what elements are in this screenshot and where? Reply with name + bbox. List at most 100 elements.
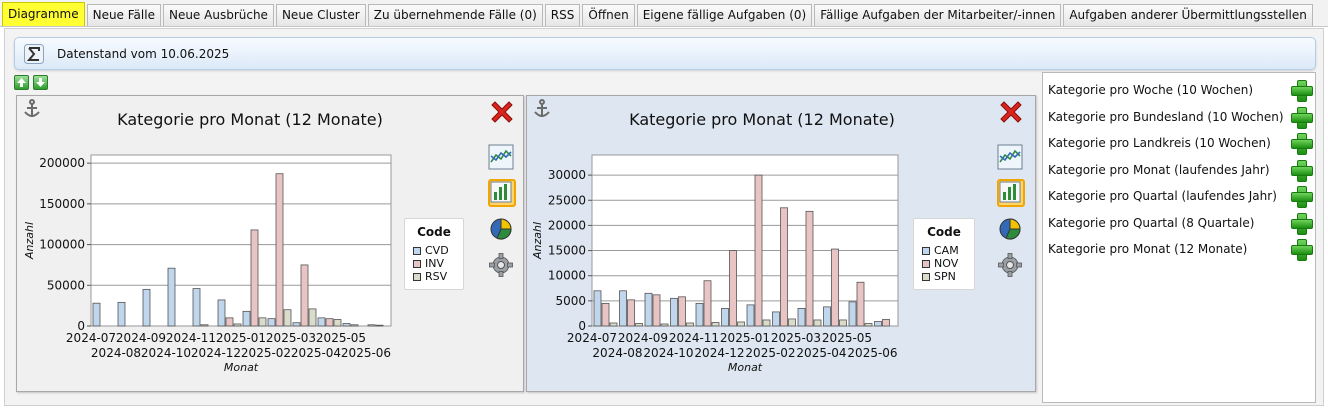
legend-swatch (922, 259, 930, 268)
status-bar: Datenstand vom 10.06.2025 (14, 37, 1316, 70)
x-tick-label: 2025-06 (847, 346, 897, 360)
bar-spn (864, 323, 873, 327)
add-icon[interactable] (1290, 185, 1313, 208)
category-label: Kategorie pro Woche (10 Wochen) (1048, 83, 1254, 97)
list-item[interactable]: Kategorie pro Monat (laufendes Jahr) (1043, 157, 1315, 183)
tab-zu-uebernehmende-faelle[interactable]: Zu übernehmende Fälle (0) (367, 4, 543, 26)
line-chart-icon[interactable] (488, 144, 516, 172)
category-label: Kategorie pro Quartal (8 Quartale) (1048, 216, 1255, 230)
legend-label: CVD (425, 244, 449, 257)
bar-cam (721, 307, 729, 327)
x-tick-label: 2024-09 (116, 331, 166, 345)
y-tick-label: 150000 (39, 197, 85, 211)
anchor-icon[interactable] (531, 98, 559, 126)
x-tick-label: 2025-03 (266, 331, 316, 345)
list-item[interactable]: Kategorie pro Quartal (8 Quartale) (1043, 210, 1315, 236)
tab-oeffnen[interactable]: Öffnen (582, 4, 635, 26)
x-tick-label: 2025-06 (341, 346, 391, 360)
tab-neue-faelle[interactable]: Neue Fälle (86, 4, 161, 26)
x-tick-label: 2025-04 (796, 346, 846, 360)
gear-icon[interactable] (997, 252, 1025, 280)
bar-inv (200, 324, 209, 327)
x-tick-label: 2024-12 (191, 346, 241, 360)
bar-nov (882, 319, 890, 327)
chart-1: Kategorie pro Monat (12 Monate) 0 50000 100… (23, 110, 392, 374)
x-tick-label: 2025-01 (720, 331, 770, 345)
close-icon[interactable] (997, 98, 1025, 126)
y-tick-label: 0 (77, 319, 85, 333)
legend-label: NOV (934, 257, 959, 270)
tab-bar: Diagramme Neue Fälle Neue Ausbrüche Neue… (0, 0, 1328, 27)
category-label: Kategorie pro Monat (laufendes Jahr) (1048, 163, 1270, 177)
x-tick-label: 2025-03 (771, 331, 821, 345)
add-icon[interactable] (1290, 106, 1313, 129)
tab-neue-ausbrueche[interactable]: Neue Ausbrüche (162, 4, 274, 26)
y-tick-label: 10000 (548, 269, 586, 283)
pie-chart-icon[interactable] (488, 216, 516, 244)
data-date-text: Datenstand vom 10.06.2025 (57, 46, 230, 61)
category-label: Kategorie pro Monat (12 Monate) (1048, 242, 1248, 256)
close-icon[interactable] (488, 98, 516, 126)
gear-icon[interactable] (488, 252, 516, 280)
legend-item-rsv: RSV (413, 270, 455, 283)
add-icon[interactable] (1290, 132, 1313, 155)
add-icon[interactable] (1290, 212, 1313, 235)
bar-spn (609, 322, 618, 327)
category-list: Kategorie pro Woche (10 Wochen) Kategori… (1042, 72, 1316, 403)
chart-legend-1: Code CVD INV RSV (404, 218, 464, 290)
legend-label: INV (425, 257, 444, 270)
bar-spn (711, 322, 720, 327)
y-tick-label: 100000 (39, 238, 85, 252)
list-item[interactable]: Kategorie pro Quartal (laufendes Jahr) (1043, 183, 1315, 209)
list-item[interactable]: Kategorie pro Bundesland (10 Wochen) (1043, 104, 1315, 130)
bar-rsv (233, 323, 242, 327)
chart-title: Kategorie pro Monat (12 Monate) (117, 110, 383, 129)
add-icon[interactable] (1290, 238, 1313, 261)
x-tick-label: 2024-08 (91, 346, 141, 360)
list-item[interactable]: Kategorie pro Woche (10 Wochen) (1043, 77, 1315, 103)
bar-chart-icon[interactable] (488, 179, 516, 207)
tab-rss[interactable]: RSS (544, 4, 581, 26)
bar-cam (619, 290, 627, 327)
tab-diagramme[interactable]: Diagramme (2, 2, 85, 26)
bar-nov (754, 174, 763, 327)
x-tick-label: 2025-04 (291, 346, 341, 360)
bar-cvd (117, 301, 126, 327)
list-item[interactable]: Kategorie pro Landkreis (10 Wochen) (1043, 130, 1315, 156)
diagram-frame: Datenstand vom 10.06.2025 Kategorie pro … (4, 28, 1324, 406)
add-icon[interactable] (1290, 159, 1313, 182)
chart-legend-2: Code CAM NOV SPN (913, 218, 975, 290)
legend-swatch (413, 259, 421, 268)
arrow-up-icon[interactable] (14, 75, 29, 90)
line-chart-icon[interactable] (997, 144, 1025, 172)
bar-nov (805, 210, 814, 327)
tab-aufgaben-anderer-stellen[interactable]: Aufgaben anderer Übermittlungsstellen (1063, 4, 1313, 26)
pie-chart-icon[interactable] (997, 216, 1025, 244)
bar-rsv (258, 317, 267, 327)
bar-cam (823, 306, 831, 327)
legend-label: SPN (934, 270, 956, 283)
tab-neue-cluster[interactable]: Neue Cluster (275, 4, 366, 26)
plot-area (90, 154, 392, 327)
y-tick-label: 5000 (555, 294, 586, 308)
anchor-icon[interactable] (21, 98, 49, 126)
x-tick-label: 2024-10 (643, 346, 693, 360)
x-tick-label: 2024-08 (592, 346, 642, 360)
tab-eigene-faellige-aufgaben[interactable]: Eigene fällige Aufgaben (0) (636, 4, 813, 26)
bar-cvd (342, 323, 351, 327)
sigma-icon[interactable] (23, 43, 45, 65)
bar-cam (746, 304, 755, 327)
bar-spn (813, 319, 822, 327)
plot-area (591, 154, 899, 327)
bar-spn (660, 323, 669, 327)
arrow-down-icon[interactable] (33, 75, 48, 90)
tab-faellige-aufgaben-mitarbeiter[interactable]: Fällige Aufgaben der Mitarbeiter/-innen (814, 4, 1062, 26)
category-label: Kategorie pro Quartal (laufendes Jahr) (1048, 189, 1277, 203)
bar-nov (601, 302, 610, 327)
legend-item-spn: SPN (922, 270, 966, 283)
list-item[interactable]: Kategorie pro Monat (12 Monate) (1043, 236, 1315, 262)
add-icon[interactable] (1290, 79, 1313, 102)
bar-spn (635, 323, 643, 327)
bar-cvd (317, 317, 326, 327)
bar-chart-icon[interactable] (997, 179, 1025, 207)
